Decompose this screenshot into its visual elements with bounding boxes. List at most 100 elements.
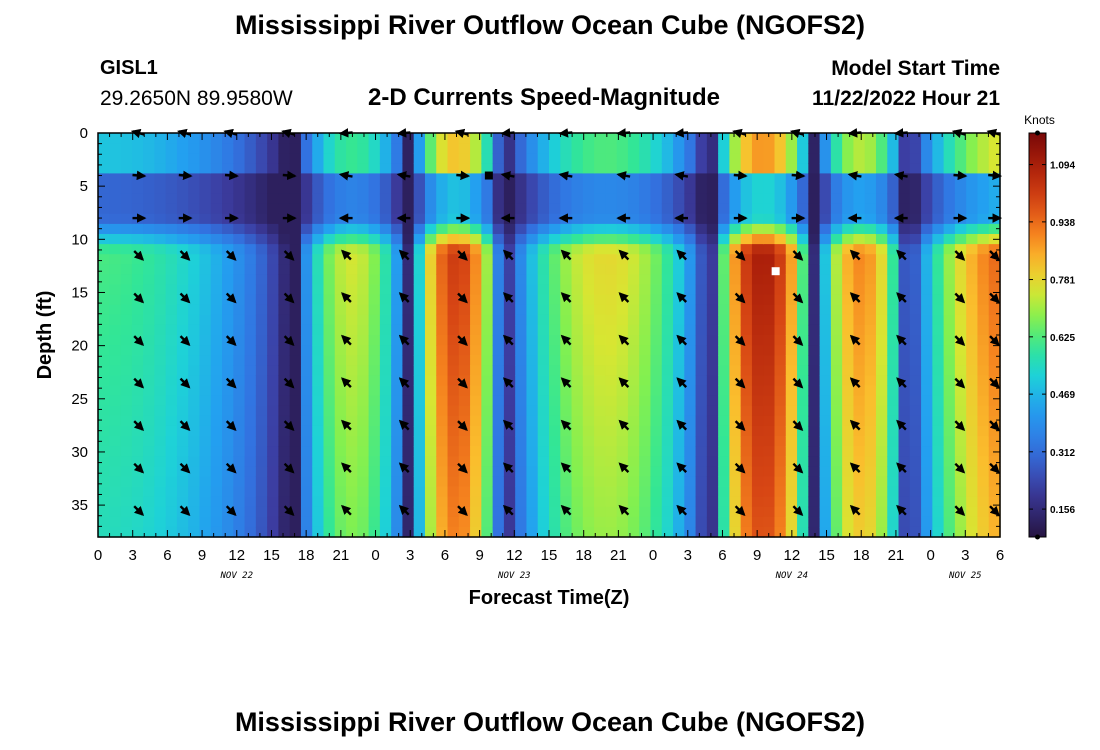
heatmap-cell: [176, 264, 189, 275]
heatmap-cell: [706, 506, 719, 518]
heatmap-cell: [887, 244, 900, 255]
heatmap-cell: [120, 264, 133, 275]
heatmap-cell: [278, 183, 291, 195]
heatmap-cell: [954, 193, 967, 205]
heatmap-cell: [966, 385, 979, 397]
heatmap-cell: [300, 506, 313, 518]
heatmap-cell: [864, 365, 877, 376]
heatmap-cell: [650, 244, 663, 255]
heatmap-cell: [402, 405, 415, 417]
heatmap-cell: [154, 355, 167, 366]
heatmap-cell: [819, 385, 832, 397]
heatmap-cell: [503, 355, 516, 366]
heatmap-cell: [176, 193, 189, 205]
heatmap-cell: [188, 385, 201, 397]
heatmap-cell: [684, 385, 697, 397]
heatmap-cell: [447, 254, 460, 265]
heatmap-cell: [706, 466, 719, 477]
heatmap-cell: [864, 213, 877, 225]
heatmap-cell: [413, 294, 426, 306]
heatmap-cell: [199, 254, 212, 265]
heatmap-cell: [819, 425, 832, 437]
heatmap-cell: [188, 496, 201, 508]
heatmap-cell: [244, 496, 257, 508]
heatmap-cell: [627, 526, 640, 538]
heatmap-cell: [368, 213, 381, 225]
current-vector-arrow: [179, 292, 191, 304]
heatmap-cell: [954, 446, 967, 457]
heatmap-cell: [853, 223, 866, 235]
heatmap-cell: [515, 405, 528, 417]
heatmap-cell: [210, 415, 223, 427]
heatmap-cell: [402, 223, 415, 235]
heatmap-cell: [751, 324, 764, 336]
heatmap-cell: [977, 163, 990, 174]
heatmap-cell: [334, 304, 347, 316]
heatmap-cell: [842, 456, 855, 467]
heatmap-cell: [751, 355, 764, 366]
heatmap-cell: [131, 314, 144, 326]
heatmap-cell: [875, 133, 888, 144]
heatmap-cell: [875, 314, 888, 326]
heatmap-cell: [594, 163, 606, 174]
heatmap-cell: [785, 375, 798, 387]
heatmap-cell: [334, 345, 347, 356]
heatmap-cell: [188, 264, 201, 275]
heatmap-cell: [267, 163, 280, 174]
heatmap-cell: [627, 213, 640, 225]
heatmap-cell: [289, 365, 302, 376]
heatmap-cell: [379, 335, 392, 346]
heatmap-cell: [481, 213, 494, 225]
heatmap-cell: [255, 203, 268, 215]
heatmap-cell: [718, 375, 731, 387]
heatmap-cell: [255, 516, 268, 528]
heatmap-cell: [774, 516, 787, 528]
heatmap-cell: [300, 223, 313, 235]
heatmap-cell: [661, 436, 674, 447]
heatmap-cell: [616, 486, 629, 498]
date-label: NOV 24: [775, 571, 809, 581]
heatmap-cell: [526, 244, 539, 255]
heatmap-cell: [413, 486, 426, 498]
heatmap-cell: [830, 436, 843, 447]
heatmap-cell: [594, 173, 606, 185]
heatmap-cell: [368, 345, 381, 356]
heatmap-cell: [537, 405, 550, 417]
heatmap-cell: [109, 183, 122, 195]
heatmap-cell: [808, 456, 821, 467]
heatmap-cell: [808, 476, 821, 488]
heatmap-cell: [402, 486, 415, 498]
heatmap-cell: [661, 223, 674, 235]
heatmap-cell: [312, 405, 325, 417]
heatmap-cell: [605, 405, 618, 417]
heatmap-cell: [120, 284, 133, 296]
heatmap-cell: [842, 143, 855, 154]
heatmap-cell: [661, 395, 674, 407]
heatmap-cell: [751, 446, 764, 457]
heatmap-cell: [244, 355, 257, 366]
heatmap-cell: [323, 324, 336, 336]
heatmap-cell: [842, 163, 855, 174]
heatmap-cell: [154, 446, 167, 457]
heatmap-cell: [391, 526, 404, 538]
heatmap-cell: [943, 405, 956, 417]
heatmap-cell: [594, 476, 606, 488]
heatmap-cell: [470, 264, 482, 275]
heatmap-cell: [729, 476, 742, 488]
heatmap-cell: [165, 436, 178, 447]
heatmap-cell: [887, 476, 900, 488]
heatmap-cell: [210, 223, 223, 235]
heatmap-cell: [639, 153, 652, 164]
heatmap-cell: [932, 456, 945, 467]
heatmap-cell: [954, 284, 967, 296]
heatmap-cell: [988, 193, 1001, 205]
heatmap-cell: [424, 506, 437, 518]
heatmap-cell: [954, 203, 967, 215]
heatmap-cell: [436, 163, 449, 174]
heatmap-cell: [312, 526, 325, 538]
heatmap-cell: [222, 345, 234, 356]
heatmap-cell: [481, 264, 494, 275]
heatmap-cell: [289, 466, 302, 477]
heatmap-cell: [402, 284, 415, 296]
heatmap-cell: [684, 516, 697, 528]
